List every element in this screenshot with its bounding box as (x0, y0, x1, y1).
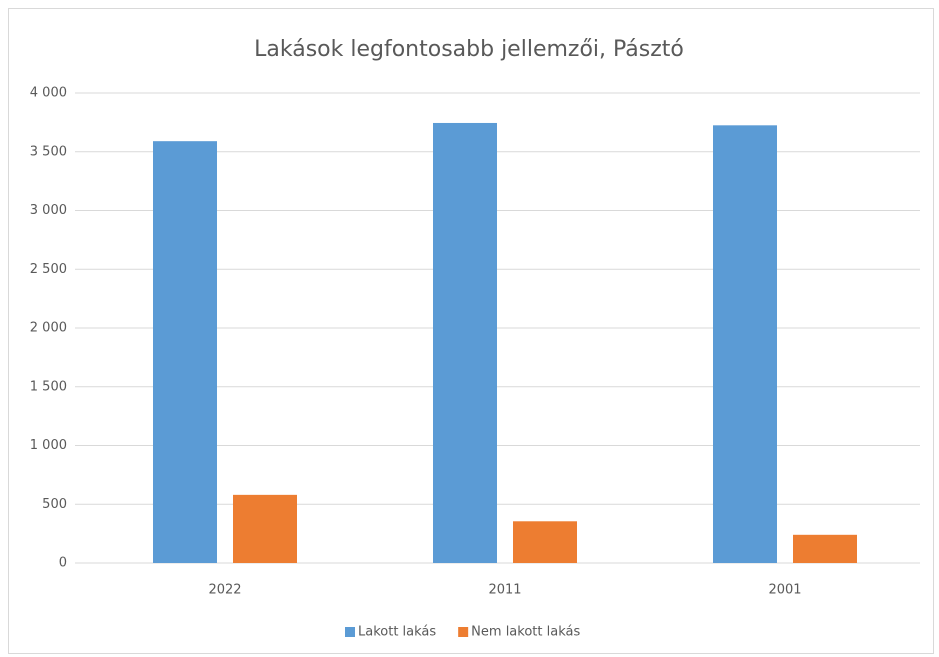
y-tick-label: 4 000 (30, 86, 67, 101)
x-tick-label: 2011 (488, 583, 521, 598)
bar (433, 122, 497, 564)
legend-label: Lakott lakás (358, 625, 436, 640)
bar (793, 534, 857, 563)
y-tick-label: 2 000 (30, 321, 67, 336)
y-tick-label: 2 500 (30, 262, 67, 277)
bar (153, 141, 217, 564)
x-tick-label: 2001 (768, 583, 801, 598)
legend-label: Nem lakott lakás (471, 625, 580, 640)
y-tick-label: 1 500 (30, 379, 67, 394)
y-tick-label: 0 (59, 556, 67, 571)
legend-swatch (345, 627, 355, 637)
chart-title: Lakások legfontosabb jellemzői, Pásztó (254, 37, 684, 62)
y-tick-label: 1 000 (30, 438, 67, 453)
y-tick-label: 500 (42, 497, 67, 512)
y-tick-label: 3 000 (30, 203, 67, 218)
legend-swatch (458, 627, 469, 637)
bar (713, 125, 777, 563)
x-tick-label: 2022 (208, 583, 241, 598)
bar (513, 521, 577, 563)
y-tick-label: 3 500 (30, 144, 67, 159)
bar (233, 494, 297, 563)
